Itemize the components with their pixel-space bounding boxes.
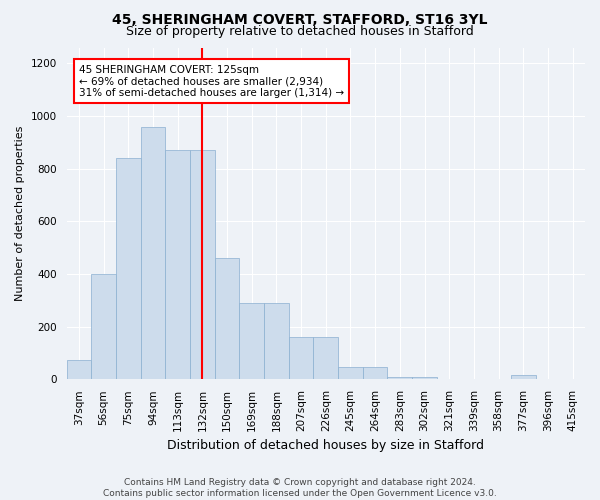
Bar — [91, 274, 116, 380]
Bar — [190, 150, 215, 380]
Text: Size of property relative to detached houses in Stafford: Size of property relative to detached ho… — [126, 25, 474, 38]
Bar — [239, 303, 264, 380]
Bar — [165, 150, 190, 380]
Bar — [67, 360, 91, 380]
Bar — [412, 376, 437, 380]
Bar — [338, 368, 363, 380]
Bar — [388, 376, 412, 380]
Bar — [289, 337, 313, 380]
Bar — [140, 126, 165, 380]
Text: 45 SHERINGHAM COVERT: 125sqm
← 69% of detached houses are smaller (2,934)
31% of: 45 SHERINGHAM COVERT: 125sqm ← 69% of de… — [79, 64, 344, 98]
Bar — [511, 376, 536, 380]
Bar — [313, 337, 338, 380]
Text: 45, SHERINGHAM COVERT, STAFFORD, ST16 3YL: 45, SHERINGHAM COVERT, STAFFORD, ST16 3Y… — [112, 12, 488, 26]
Y-axis label: Number of detached properties: Number of detached properties — [15, 126, 25, 301]
Bar — [264, 303, 289, 380]
X-axis label: Distribution of detached houses by size in Stafford: Distribution of detached houses by size … — [167, 440, 484, 452]
Bar — [215, 258, 239, 380]
Bar — [363, 368, 388, 380]
Bar — [116, 158, 140, 380]
Text: Contains HM Land Registry data © Crown copyright and database right 2024.
Contai: Contains HM Land Registry data © Crown c… — [103, 478, 497, 498]
